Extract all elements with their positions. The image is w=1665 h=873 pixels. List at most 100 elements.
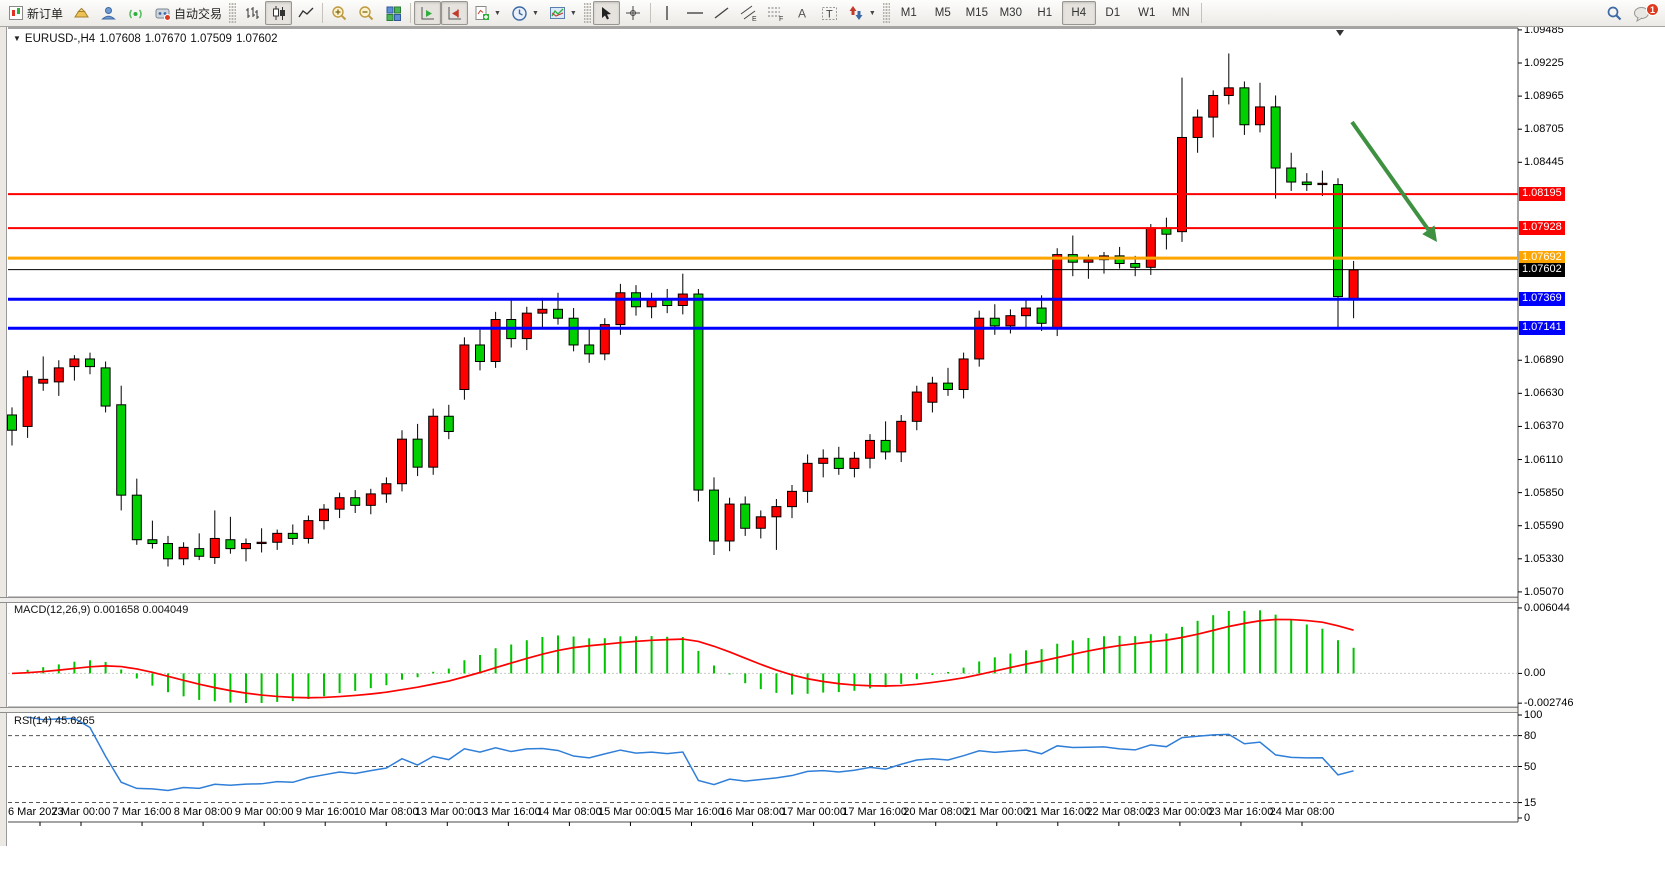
equidistant-channel-button[interactable]: E — [735, 1, 762, 25]
bull-candle — [1145, 227, 1156, 268]
toolbar-separator — [1200, 3, 1202, 23]
timeframe-m15-button[interactable]: M15 — [965, 7, 988, 19]
bull-candle — [521, 312, 532, 340]
account-button[interactable] — [95, 1, 122, 25]
horizontal-line-button[interactable] — [681, 1, 708, 25]
tile-windows-button[interactable] — [380, 1, 407, 25]
text-icon: A — [794, 5, 811, 22]
new-order-icon — [7, 5, 24, 22]
timeframe-mn-button[interactable]: MN — [1171, 7, 1190, 19]
bear-candle — [1239, 87, 1250, 126]
text-label-button[interactable]: T — [816, 1, 843, 25]
bull-candle — [818, 457, 829, 464]
bear-candle — [147, 539, 158, 545]
toolbar-grip — [882, 3, 890, 23]
timeframe-w1-button[interactable]: W1 — [1138, 7, 1156, 19]
search-button[interactable] — [1601, 1, 1628, 25]
bull-candle — [1208, 94, 1219, 118]
bear-candle — [85, 358, 95, 368]
bull-candle — [319, 508, 329, 522]
notifications-button[interactable]: 1 — [1628, 1, 1659, 25]
bull-candle — [1021, 307, 1031, 317]
signal-button[interactable] — [122, 1, 149, 25]
arrows-button[interactable]: ▼ — [843, 1, 881, 25]
templates-button[interactable]: ▼ — [544, 1, 582, 25]
toolbar-separator — [322, 3, 324, 23]
timeframe-m1-button[interactable]: M1 — [900, 7, 917, 19]
notification-badge: 1 — [1646, 3, 1659, 16]
bull-candle — [53, 367, 64, 383]
bull-candle — [1005, 315, 1016, 327]
line-chart-icon — [297, 5, 314, 22]
zoom-out-button[interactable] — [353, 1, 380, 25]
bull-candle — [849, 457, 860, 469]
trendline-button[interactable] — [708, 1, 735, 25]
bar-chart-icon — [243, 5, 260, 22]
autotrade-label: 自动交易 — [174, 6, 223, 21]
timeframe-h4-button[interactable]: H4 — [1061, 1, 1096, 25]
chart-shift-button[interactable] — [441, 1, 469, 25]
bear-candle — [163, 543, 173, 560]
text-label-icon: T — [821, 5, 838, 22]
bear-candle — [1270, 106, 1281, 169]
bull-candle — [38, 378, 49, 384]
bull-candle — [771, 506, 782, 518]
bear-candle — [693, 293, 704, 491]
indicators-button[interactable]: ▼ — [468, 1, 506, 25]
gold-ingot-button[interactable] — [68, 1, 95, 25]
autotrade-button[interactable]: 自动交易 — [149, 1, 227, 25]
timeframe-m30-button[interactable]: M30 — [999, 7, 1022, 19]
bull-candle — [974, 317, 985, 360]
cursor-button[interactable] — [592, 1, 620, 25]
template-icon — [549, 5, 566, 22]
bear-candle — [568, 317, 579, 346]
bear-candle — [943, 382, 953, 391]
bear-candle — [1333, 184, 1343, 298]
bar-chart-button[interactable] — [238, 1, 265, 25]
timeframe-group: M1 M5 M15 M30 H1 H4 D1 W1 MN — [892, 1, 1198, 25]
bull-candle — [1083, 259, 1094, 263]
new-order-button[interactable]: 新订单 — [2, 1, 68, 25]
bear-candle — [1036, 307, 1047, 324]
timeframe-d1-button[interactable]: D1 — [1105, 7, 1121, 19]
periods-button[interactable]: ▼ — [506, 1, 544, 25]
annotation-arrow-head[interactable] — [1422, 225, 1437, 242]
bull-candle — [615, 292, 626, 326]
annotation-arrow-shaft[interactable] — [1350, 120, 1430, 231]
horizontal-line-icon — [686, 5, 703, 22]
text-button[interactable]: A — [789, 1, 816, 25]
bear-candle — [116, 404, 127, 496]
time-axis-area[interactable] — [8, 849, 1518, 873]
bear-candle — [1114, 255, 1125, 264]
fibonacci-button[interactable]: F — [762, 1, 789, 25]
chat-icon — [1633, 5, 1650, 22]
zoom-in-button[interactable] — [326, 1, 353, 25]
vertical-line-button[interactable] — [654, 1, 681, 25]
bear-candle — [833, 457, 844, 469]
bull-candle — [958, 358, 969, 391]
timeframe-h1-button[interactable]: H1 — [1037, 7, 1053, 19]
channel-icon: E — [740, 5, 757, 22]
user-icon — [100, 5, 117, 22]
bear-candle — [1301, 181, 1312, 186]
window-left-border — [0, 27, 7, 846]
toolbar-separator — [410, 3, 412, 23]
chart-window: ▼ EURUSD-,H4 1.07608 1.07670 1.07509 1.07602 … — [0, 24, 1665, 846]
dropdown-caret: ▼ — [868, 9, 876, 17]
dropdown-caret: ▼ — [569, 9, 577, 17]
bull-candle — [303, 520, 314, 539]
candlestick-chart-button[interactable] — [265, 1, 293, 25]
chart-canvas[interactable] — [0, 27, 1665, 846]
bull-candle — [490, 319, 501, 363]
chart-shift-marker[interactable] — [1336, 30, 1344, 36]
bear-candle — [7, 414, 17, 431]
line-chart-button[interactable] — [292, 1, 319, 25]
bull-candle — [334, 497, 345, 510]
bull-candle — [209, 537, 220, 559]
timeframe-m5-button[interactable]: M5 — [934, 7, 951, 19]
zoom-out-icon — [358, 5, 375, 22]
auto-scroll-button[interactable] — [414, 1, 442, 25]
bear-candle — [287, 532, 298, 539]
crosshair-button[interactable] — [620, 1, 647, 25]
bull-candle — [896, 420, 907, 453]
